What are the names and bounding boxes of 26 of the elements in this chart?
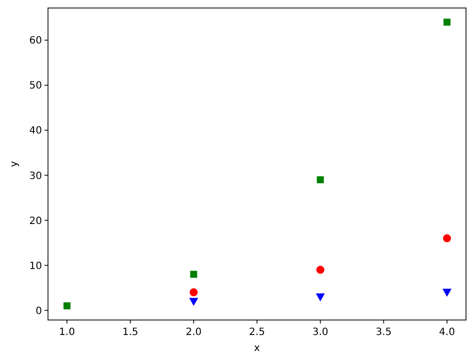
y-axis-title: y [9, 160, 20, 167]
point [316, 293, 325, 302]
point [64, 302, 70, 310]
y-tick-label: 30 [29, 170, 42, 182]
x-tick-label: 3.0 [312, 327, 328, 338]
x-tick-label: 3.5 [376, 327, 392, 338]
point [189, 298, 198, 306]
y-tick-label: 20 [29, 216, 42, 227]
x-tick-label: 4.0 [439, 327, 455, 338]
x-axis-title: x [254, 343, 260, 354]
point [444, 18, 450, 26]
y-tick-label: 60 [29, 36, 42, 47]
point [443, 234, 451, 242]
y-tick-label: 50 [29, 80, 42, 92]
x-tick-label: 2.5 [249, 327, 265, 338]
x-tick-label: 2.0 [186, 327, 202, 338]
point [316, 266, 324, 274]
y-tick-label: 10 [29, 260, 42, 272]
y-tick-label: 0 [36, 306, 42, 317]
point [442, 288, 452, 297]
point [190, 288, 198, 296]
x-tick-label: 1.0 [59, 327, 75, 338]
point [190, 270, 198, 278]
point [316, 176, 324, 184]
x-tick-label: 1.5 [122, 327, 138, 338]
y-tick-label: 40 [29, 126, 42, 137]
